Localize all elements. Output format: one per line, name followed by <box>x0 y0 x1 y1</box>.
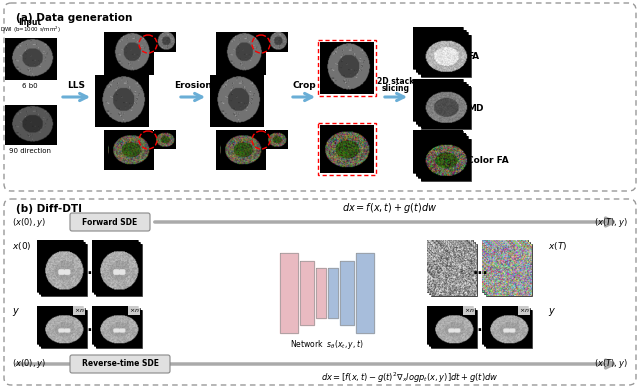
Polygon shape <box>300 261 314 325</box>
Text: $(x(0), y)$: $(x(0), y)$ <box>12 358 46 370</box>
Text: $\times n$: $\times n$ <box>129 306 140 314</box>
FancyBboxPatch shape <box>420 138 470 180</box>
FancyBboxPatch shape <box>427 306 473 344</box>
Text: ...: ... <box>472 320 488 334</box>
FancyBboxPatch shape <box>484 308 530 346</box>
Text: (b) Diff-DTI: (b) Diff-DTI <box>16 204 82 214</box>
Text: $y$: $y$ <box>548 306 556 318</box>
FancyBboxPatch shape <box>431 244 477 296</box>
FancyBboxPatch shape <box>413 27 463 69</box>
Polygon shape <box>356 253 374 333</box>
FancyBboxPatch shape <box>429 242 475 294</box>
Text: $x(T)$: $x(T)$ <box>548 240 567 252</box>
FancyBboxPatch shape <box>104 131 148 169</box>
FancyBboxPatch shape <box>70 213 150 231</box>
Text: Network  $s_\theta(x_t, y, t)$: Network $s_\theta(x_t, y, t)$ <box>290 338 364 351</box>
FancyBboxPatch shape <box>92 240 138 292</box>
Text: $(x(T), y)$: $(x(T), y)$ <box>595 358 628 370</box>
FancyBboxPatch shape <box>70 355 170 373</box>
Polygon shape <box>280 253 298 333</box>
Text: ...: ... <box>82 320 98 334</box>
Polygon shape <box>340 261 354 325</box>
Text: (a) Data generation: (a) Data generation <box>16 13 132 23</box>
FancyBboxPatch shape <box>484 242 530 294</box>
FancyBboxPatch shape <box>221 31 266 74</box>
FancyBboxPatch shape <box>41 244 87 296</box>
Text: DWI (b=1000 s/mm$^2$): DWI (b=1000 s/mm$^2$) <box>0 25 60 35</box>
Text: Input: Input <box>19 18 42 27</box>
Text: 2D stack: 2D stack <box>378 77 415 86</box>
FancyBboxPatch shape <box>486 310 532 348</box>
Text: slicing: slicing <box>382 84 410 93</box>
FancyBboxPatch shape <box>420 34 470 76</box>
FancyBboxPatch shape <box>418 84 468 126</box>
Text: FA: FA <box>467 52 479 61</box>
FancyBboxPatch shape <box>413 79 463 121</box>
FancyBboxPatch shape <box>415 29 465 71</box>
Text: $x(0)$: $x(0)$ <box>12 240 31 252</box>
Text: ...: ... <box>472 263 488 277</box>
FancyBboxPatch shape <box>418 32 468 74</box>
Text: $(x(0), y)$: $(x(0), y)$ <box>12 216 46 229</box>
FancyBboxPatch shape <box>486 244 532 296</box>
FancyBboxPatch shape <box>415 134 465 176</box>
FancyBboxPatch shape <box>431 310 477 348</box>
FancyBboxPatch shape <box>96 244 142 296</box>
FancyBboxPatch shape <box>109 31 154 74</box>
Text: $\times n$: $\times n$ <box>464 306 475 314</box>
FancyBboxPatch shape <box>221 131 266 169</box>
Text: Forward SDE: Forward SDE <box>83 218 138 227</box>
Text: ...: ... <box>82 263 98 277</box>
FancyBboxPatch shape <box>41 310 87 348</box>
Text: 90 direction: 90 direction <box>9 148 51 154</box>
FancyBboxPatch shape <box>37 306 83 344</box>
FancyBboxPatch shape <box>39 242 85 294</box>
FancyBboxPatch shape <box>216 31 260 74</box>
FancyBboxPatch shape <box>39 308 85 346</box>
FancyBboxPatch shape <box>429 308 475 346</box>
FancyBboxPatch shape <box>37 240 83 292</box>
Text: $(x(T), y)$: $(x(T), y)$ <box>595 216 628 229</box>
FancyBboxPatch shape <box>109 131 154 169</box>
Polygon shape <box>316 268 326 318</box>
Text: $\times n$: $\times n$ <box>519 306 530 314</box>
Text: Color FA: Color FA <box>467 156 509 165</box>
FancyBboxPatch shape <box>94 242 140 294</box>
Text: $dx = [f(x,t) - g(t)^2\nabla_x log p_t(x,y)]dt + g(t)dw$: $dx = [f(x,t) - g(t)^2\nabla_x log p_t(x… <box>321 371 499 385</box>
Text: $dx = f(x,t) + g(t)dw$: $dx = f(x,t) + g(t)dw$ <box>342 201 438 215</box>
FancyBboxPatch shape <box>418 136 468 178</box>
FancyBboxPatch shape <box>427 240 473 292</box>
Text: $y$: $y$ <box>12 306 20 318</box>
Text: 6 b0: 6 b0 <box>22 83 38 89</box>
FancyBboxPatch shape <box>482 306 528 344</box>
FancyBboxPatch shape <box>104 31 148 74</box>
FancyBboxPatch shape <box>482 240 528 292</box>
FancyBboxPatch shape <box>94 308 140 346</box>
FancyBboxPatch shape <box>413 131 463 173</box>
Text: Reverse-time SDE: Reverse-time SDE <box>81 359 159 368</box>
FancyBboxPatch shape <box>96 310 142 348</box>
Polygon shape <box>328 268 338 318</box>
FancyBboxPatch shape <box>216 131 260 169</box>
FancyBboxPatch shape <box>420 87 470 129</box>
FancyBboxPatch shape <box>415 82 465 123</box>
Text: MD: MD <box>467 104 483 113</box>
Text: Erosion: Erosion <box>174 81 212 90</box>
FancyBboxPatch shape <box>92 306 138 344</box>
Text: Crop: Crop <box>292 81 316 90</box>
Text: LLS: LLS <box>67 81 85 90</box>
Text: $\times n$: $\times n$ <box>74 306 84 314</box>
